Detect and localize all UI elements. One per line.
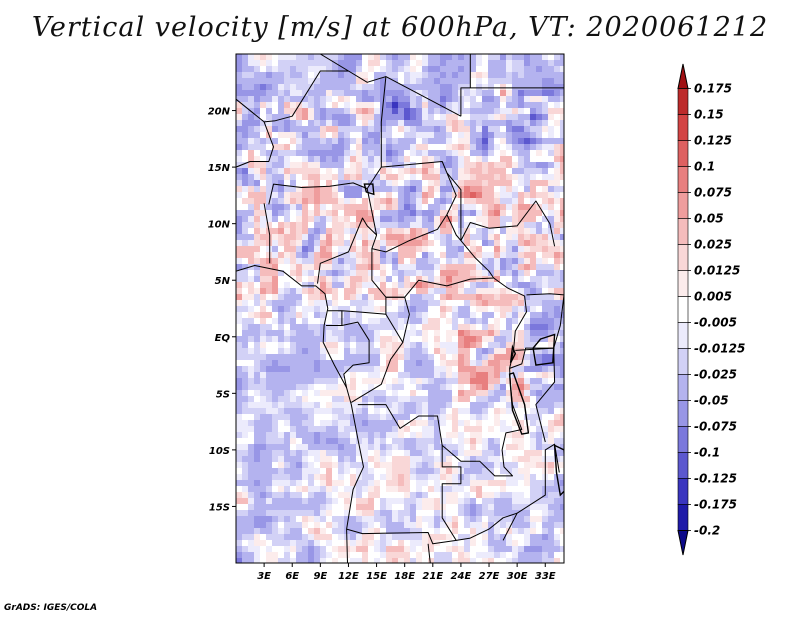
colorbar-bin bbox=[677, 296, 689, 323]
colorbar-label: 0.075 bbox=[694, 186, 732, 200]
x-tick-label: 6E bbox=[285, 571, 299, 582]
colorbar-bin bbox=[677, 504, 689, 531]
colorbar-bin bbox=[677, 192, 689, 219]
colorbar-bin bbox=[677, 478, 689, 505]
colorbar-label: 0.05 bbox=[694, 212, 724, 226]
map-frame bbox=[235, 53, 565, 564]
colorbar-bin bbox=[677, 322, 689, 349]
colorbar-bin bbox=[677, 400, 689, 427]
colorbar-label: 0.0125 bbox=[694, 264, 740, 278]
y-tick-label: 10S bbox=[209, 446, 230, 457]
colorbar-bin bbox=[677, 374, 689, 401]
colorbar-bin bbox=[677, 244, 689, 271]
velocity-field bbox=[236, 54, 564, 563]
x-tick-label: 21E bbox=[422, 571, 443, 582]
y-tick-label: 10N bbox=[208, 220, 231, 231]
colorbar-bin bbox=[677, 88, 689, 115]
x-tick-label: 27E bbox=[479, 571, 500, 582]
colorbar-label: -0.025 bbox=[694, 367, 737, 381]
colorbar-label: 0.025 bbox=[694, 238, 732, 252]
y-tick-label: 20N bbox=[208, 107, 231, 118]
colorbar-bin bbox=[677, 426, 689, 453]
colorbar-bin bbox=[677, 348, 689, 375]
y-tick-label: EQ bbox=[215, 333, 231, 344]
x-tick-label: 3E bbox=[257, 571, 271, 582]
colorbar-label: 0.005 bbox=[694, 290, 732, 304]
y-tick-label: 5N bbox=[215, 276, 231, 287]
y-tick-label: 15N bbox=[208, 163, 231, 174]
colorbar-label: 0.125 bbox=[694, 134, 732, 148]
country-borders bbox=[236, 54, 564, 563]
colorbar-label: -0.1 bbox=[694, 445, 720, 459]
x-tick-label: 30E bbox=[507, 571, 528, 582]
x-tick-label: 24E bbox=[451, 571, 472, 582]
footer-credit: GrADS: IGES/COLA bbox=[4, 603, 98, 613]
chart-title: Vertical velocity [m/s] at 600hPa, VT: 2… bbox=[31, 12, 769, 43]
colorbar-label: -0.0125 bbox=[694, 341, 745, 355]
colorbar-bin bbox=[677, 140, 689, 167]
colorbar-bottom-arrow bbox=[677, 529, 689, 556]
x-tick-label: 9E bbox=[313, 571, 327, 582]
x-tick-label: 33E bbox=[535, 571, 556, 582]
colorbar-label: -0.2 bbox=[694, 523, 720, 537]
x-tick-label: 12E bbox=[338, 571, 359, 582]
colorbar-label: -0.005 bbox=[694, 315, 737, 329]
x-tick-label: 15E bbox=[366, 571, 387, 582]
x-axis: 3E 6E 9E 12E 15E 18E 21E 24E 27E 30E 33E bbox=[257, 563, 556, 582]
colorbar-label: 0.15 bbox=[694, 108, 724, 122]
y-axis: 20N 15N 10N 5N EQ 5S 10S 15S bbox=[208, 107, 236, 513]
colorbar-bin bbox=[677, 452, 689, 479]
y-tick-label: 15S bbox=[209, 502, 230, 513]
colorbar-label: 0.175 bbox=[694, 82, 732, 96]
colorbar-bin bbox=[677, 166, 689, 193]
colorbar-label: -0.075 bbox=[694, 419, 737, 433]
colorbar-label: 0.1 bbox=[694, 160, 715, 174]
colorbar-label: -0.175 bbox=[694, 497, 737, 511]
y-tick-label: 5S bbox=[216, 389, 230, 400]
x-tick-label: 18E bbox=[394, 571, 415, 582]
colorbar-bin bbox=[677, 218, 689, 245]
colorbar-top-arrow bbox=[677, 63, 689, 90]
colorbar-label: -0.05 bbox=[694, 393, 729, 407]
colorbar-bin bbox=[677, 114, 689, 141]
colorbar-label: -0.125 bbox=[694, 471, 737, 485]
colorbar: 0.175 0.15 0.125 0.1 0.075 0.05 0.025 0.0125 0.0… bbox=[677, 63, 745, 556]
colorbar-bin bbox=[677, 270, 689, 297]
